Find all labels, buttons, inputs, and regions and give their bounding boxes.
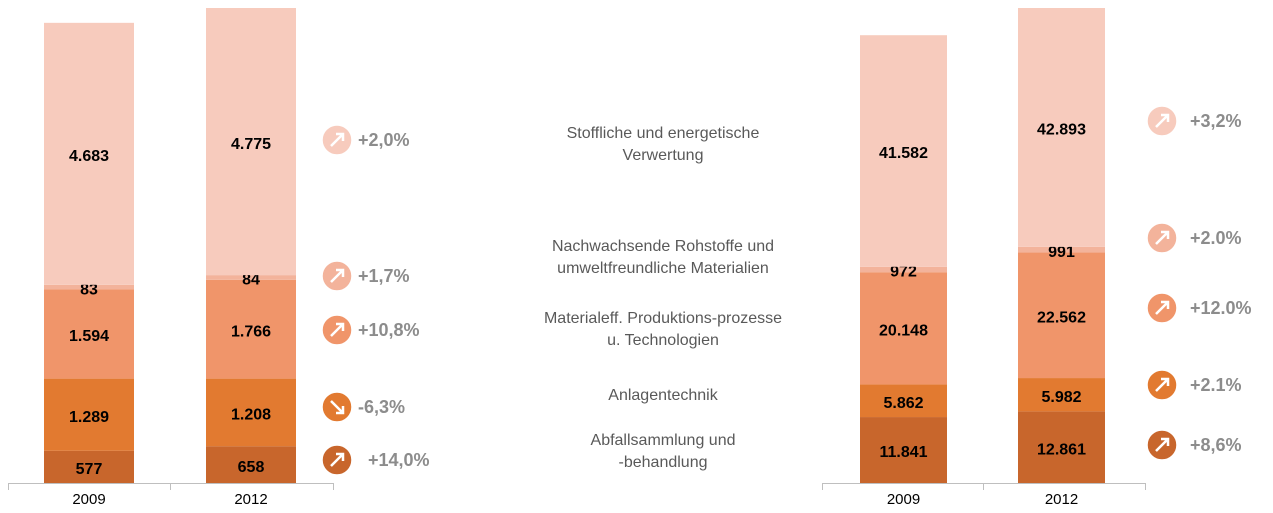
bar-segment (44, 378, 134, 451)
value-label: 5.982 (1041, 389, 1081, 406)
change-arrow (330, 400, 345, 415)
change-arrow (330, 452, 345, 467)
change-arrow (1155, 113, 1170, 128)
x-tick-label: 2009 (887, 491, 920, 508)
value-label: 22.562 (1037, 309, 1086, 326)
change-label: +3,2% (1190, 111, 1242, 131)
segment-label: Stoffliche und energetische Verwertung (566, 125, 760, 164)
bar-segment (44, 284, 134, 290)
bar-segment (1018, 246, 1105, 253)
bar-segment (1018, 378, 1105, 412)
bar-segment (1018, 411, 1105, 483)
bar-segment (860, 417, 947, 483)
bar-segment (44, 22, 134, 285)
bar-segment (860, 272, 947, 385)
value-label: 4.683 (69, 148, 109, 165)
change-arrow (1155, 377, 1170, 392)
change-arrow (1155, 437, 1170, 452)
change-label: -6,3% (358, 397, 405, 417)
value-label: 11.841 (879, 444, 927, 461)
bar-segment (1018, 252, 1105, 379)
value-label: 42.893 (1037, 122, 1086, 139)
segment-label: Abfallsammlung und -behandlung (590, 432, 736, 471)
bar-segment (206, 446, 296, 483)
change-label: +12.0% (1190, 298, 1252, 318)
value-label: 577 (76, 461, 103, 478)
bar-segment (1018, 8, 1105, 247)
value-label: 5.862 (883, 395, 923, 412)
bar-segment (206, 8, 296, 276)
x-tick-label: 2009 (72, 491, 105, 508)
change-label: +2,0% (358, 130, 410, 150)
change-label: +8,6% (1190, 435, 1242, 455)
segment-label: Materialeff. Produktions-prozesse u. Tec… (543, 310, 783, 349)
value-label: 1.208 (231, 407, 271, 424)
value-label: 658 (238, 459, 265, 476)
value-label: 84 (242, 272, 260, 289)
x-tick-label: 2012 (234, 491, 267, 508)
bar-segment (44, 450, 134, 483)
change-label: +1,7% (358, 266, 410, 286)
value-label: 4.775 (231, 136, 271, 153)
value-label: 1.766 (231, 323, 271, 340)
change-label: +2.0% (1190, 228, 1242, 248)
bar-segment (860, 266, 947, 273)
bar-segment (44, 289, 134, 379)
value-label: 20.148 (879, 323, 928, 340)
change-arrow (330, 322, 345, 337)
value-label: 991 (1048, 244, 1075, 261)
value-label: 972 (890, 264, 917, 281)
change-label: +10,8% (358, 320, 420, 340)
value-label: 41.582 (879, 145, 928, 162)
segment-label: Nachwachsende Rohstoffe und umweltfreund… (551, 238, 775, 277)
bar-segment (206, 279, 296, 379)
change-arrow (330, 132, 345, 147)
change-label: +2.1% (1190, 375, 1242, 395)
value-label: 1.594 (69, 328, 109, 345)
value-label: 83 (80, 281, 98, 298)
change-arrow (1155, 300, 1170, 315)
value-label: 12.861 (1037, 441, 1086, 458)
value-label: 1.289 (69, 409, 109, 426)
bar-segment (860, 384, 947, 418)
change-arrow (1155, 230, 1170, 245)
bar-segment (206, 378, 296, 447)
bar-segment (860, 35, 947, 267)
x-tick-label: 2012 (1045, 491, 1078, 508)
bar-segment (206, 275, 296, 280)
segment-label: Anlagentechnik (608, 387, 718, 404)
change-label: +14,0% (368, 450, 430, 470)
change-arrow (330, 268, 345, 283)
